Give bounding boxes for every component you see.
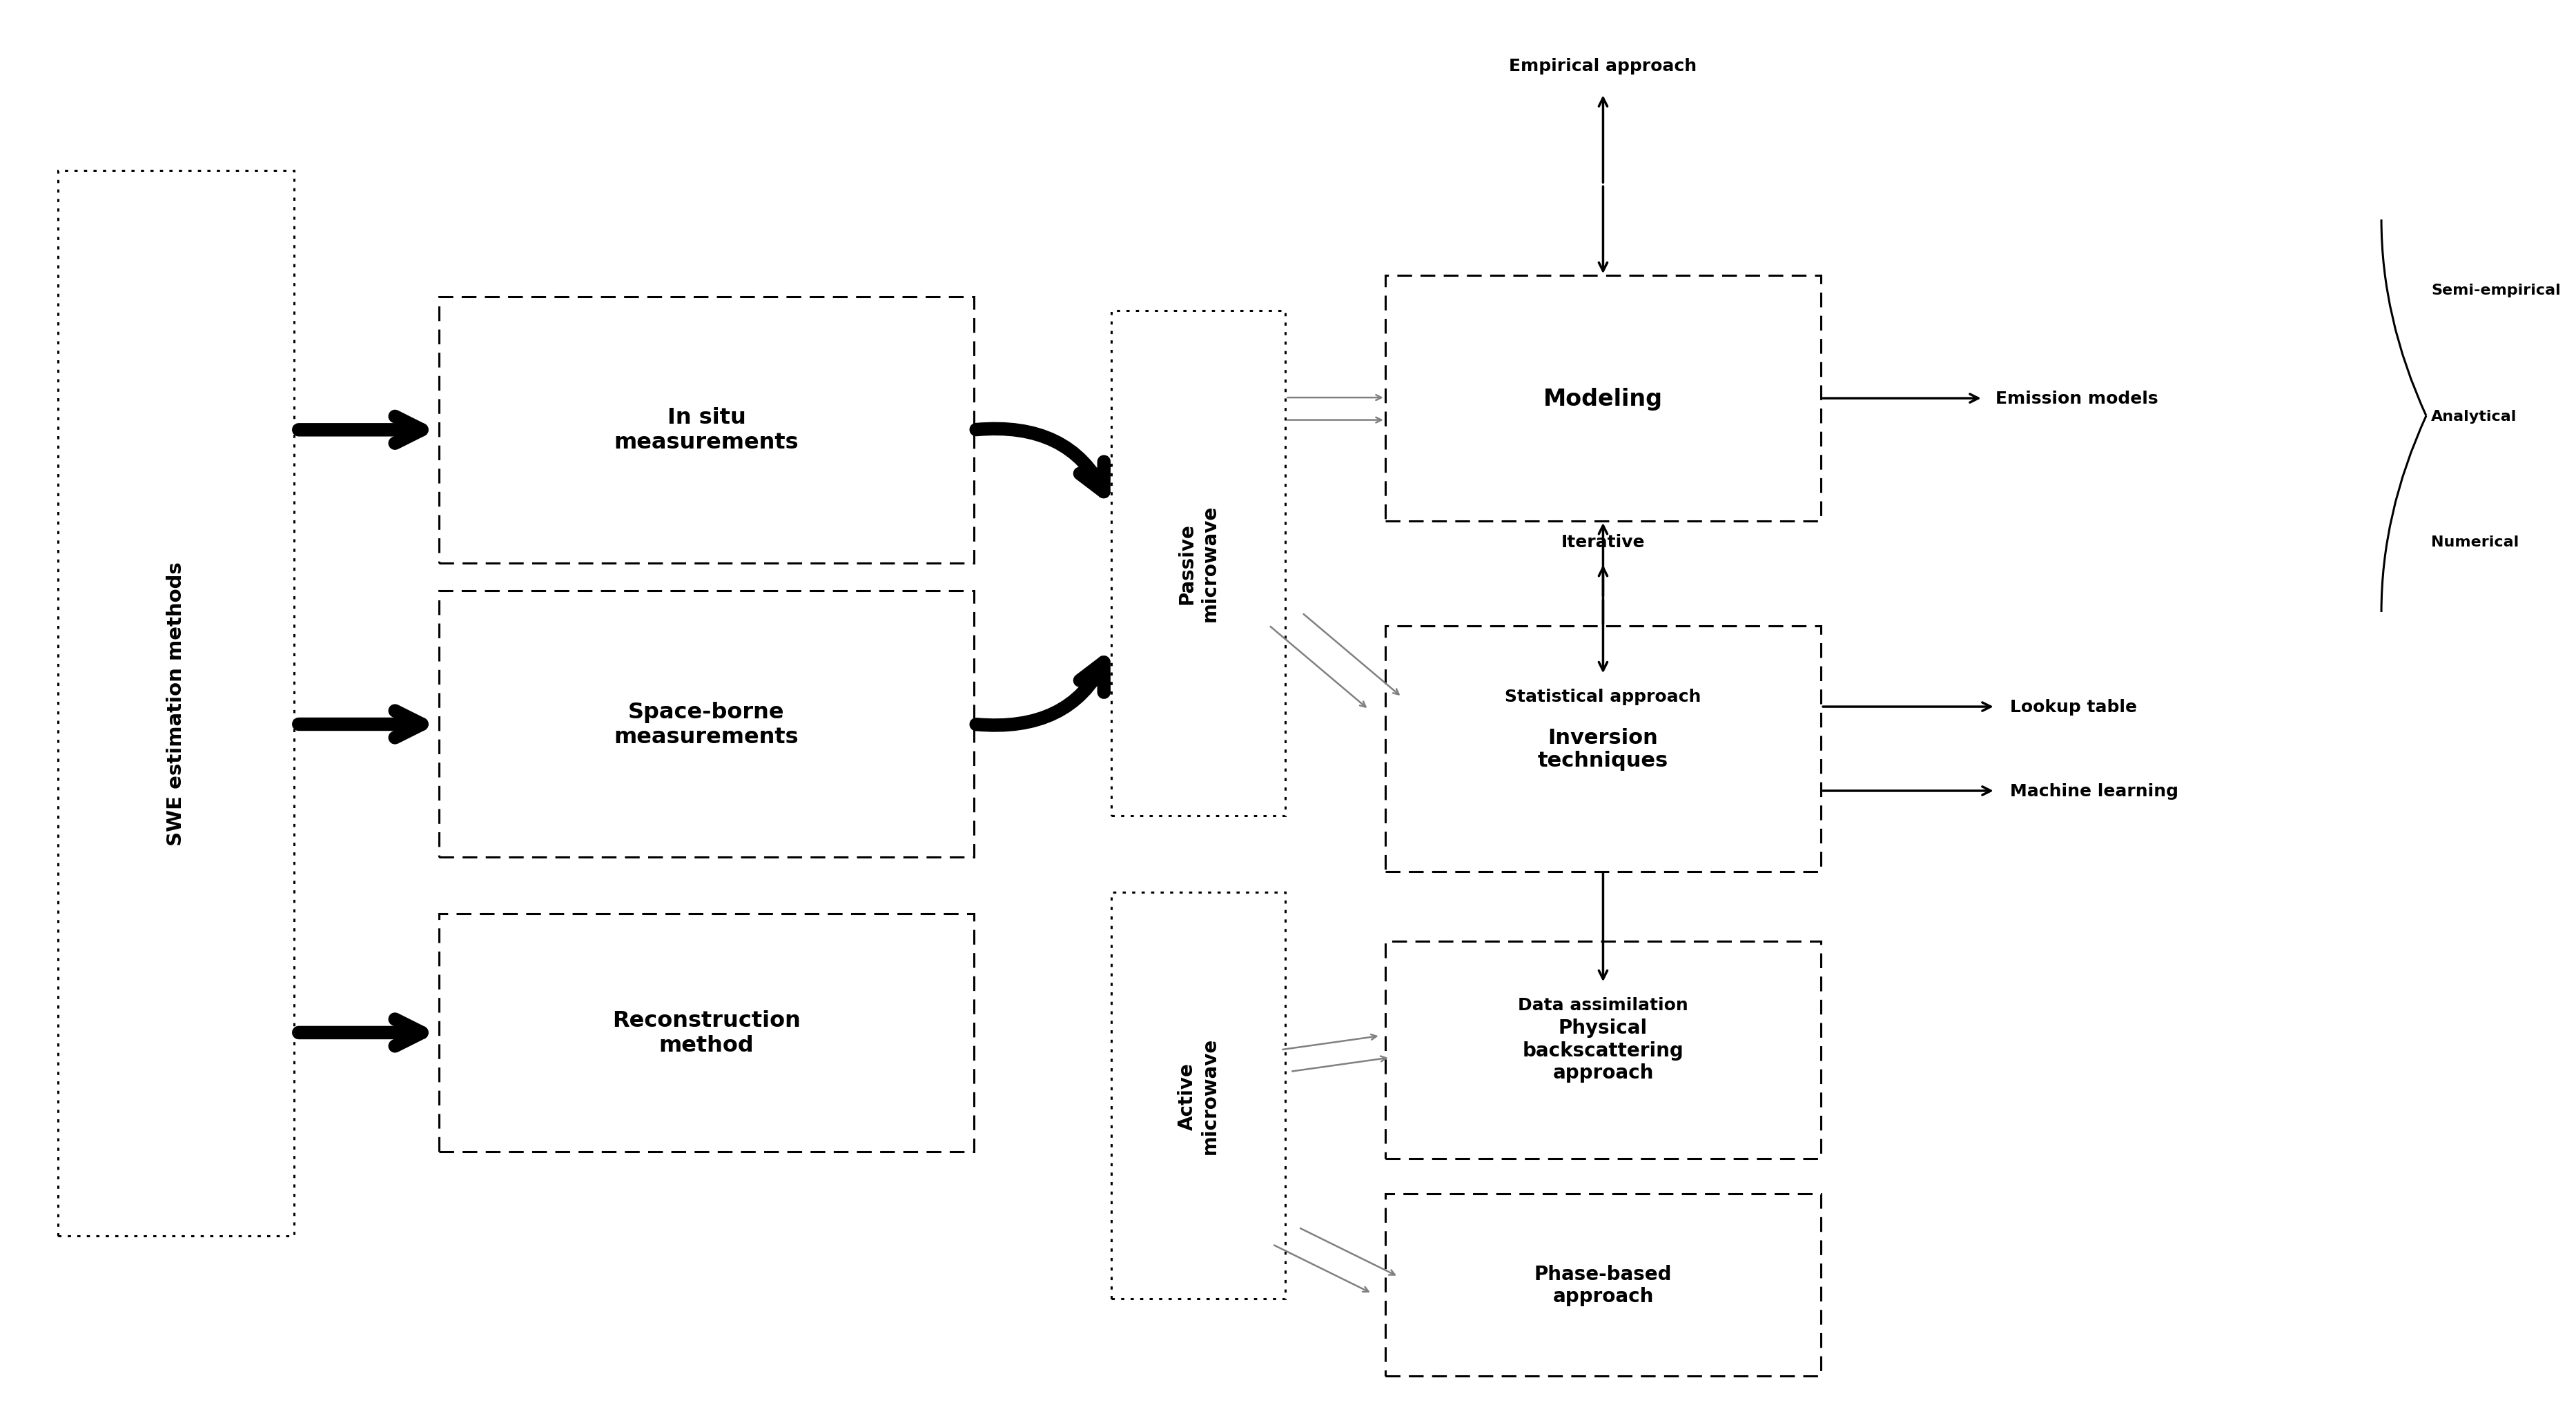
Text: SWE estimation methods: SWE estimation methods bbox=[167, 561, 185, 846]
Polygon shape bbox=[1386, 1195, 1821, 1376]
Text: In situ
measurements: In situ measurements bbox=[613, 407, 799, 453]
Text: Data assimilation: Data assimilation bbox=[1517, 996, 1687, 1013]
Text: Emission models: Emission models bbox=[1996, 391, 2159, 407]
Text: Phase-based
approach: Phase-based approach bbox=[1535, 1265, 1672, 1306]
Polygon shape bbox=[438, 913, 974, 1152]
Polygon shape bbox=[438, 591, 974, 858]
Polygon shape bbox=[1110, 892, 1285, 1299]
Text: Empirical approach: Empirical approach bbox=[1510, 58, 1698, 75]
Text: Semi-empirical: Semi-empirical bbox=[2432, 283, 2561, 297]
Text: Physical
backscattering
approach: Physical backscattering approach bbox=[1522, 1019, 1685, 1082]
Text: Numerical: Numerical bbox=[2432, 536, 2519, 549]
Text: Iterative: Iterative bbox=[1561, 535, 1646, 550]
Text: Passive
microwave: Passive microwave bbox=[1177, 505, 1218, 622]
Text: Analytical: Analytical bbox=[2432, 409, 2517, 424]
Polygon shape bbox=[57, 172, 294, 1235]
Text: Modeling: Modeling bbox=[1543, 387, 1662, 409]
Text: Active
microwave: Active microwave bbox=[1177, 1037, 1218, 1154]
Polygon shape bbox=[1386, 626, 1821, 872]
Text: Reconstruction
method: Reconstruction method bbox=[613, 1010, 801, 1055]
Text: Machine learning: Machine learning bbox=[2009, 782, 2179, 799]
Text: Space-borne
measurements: Space-borne measurements bbox=[613, 702, 799, 747]
Polygon shape bbox=[438, 297, 974, 563]
Text: Inversion
techniques: Inversion techniques bbox=[1538, 727, 1669, 771]
Polygon shape bbox=[1110, 311, 1285, 816]
Polygon shape bbox=[1386, 941, 1821, 1159]
Text: Lookup table: Lookup table bbox=[2009, 699, 2138, 715]
Text: Statistical approach: Statistical approach bbox=[1504, 688, 1700, 705]
Polygon shape bbox=[1386, 276, 1821, 522]
